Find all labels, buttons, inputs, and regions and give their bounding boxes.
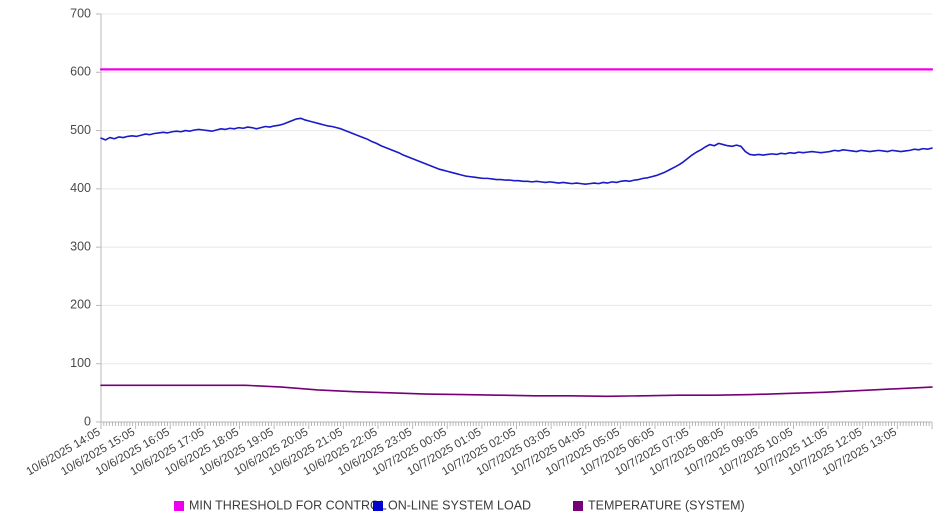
y-tick-label: 700 (70, 6, 91, 20)
data-series (99, 68, 934, 398)
gridlines (101, 13, 932, 365)
y-tick-label: 200 (70, 298, 91, 312)
y-tick-label: 300 (70, 239, 91, 253)
legend-label: ON-LINE SYSTEM LOAD (388, 498, 531, 512)
y-tick-label: 600 (70, 65, 91, 79)
legend-swatch (373, 501, 383, 511)
y-tick-label: 0 (84, 414, 91, 428)
legend-swatch (174, 501, 184, 511)
legend-label: MIN THRESHOLD FOR CONTROL (189, 498, 387, 512)
series-line (100, 384, 933, 398)
legend-swatch (573, 501, 583, 511)
legend-label: TEMPERATURE (SYSTEM) (588, 498, 745, 512)
y-tick-label: 400 (70, 181, 91, 195)
series-line (100, 117, 933, 185)
y-tick-label: 500 (70, 123, 91, 137)
chart-legend: MIN THRESHOLD FOR CONTROL ON-LINE SYSTEM … (174, 498, 745, 512)
y-tick-label: 100 (70, 356, 91, 370)
y-axis: 0 100 200 300 400 500 600 700 (70, 6, 102, 428)
